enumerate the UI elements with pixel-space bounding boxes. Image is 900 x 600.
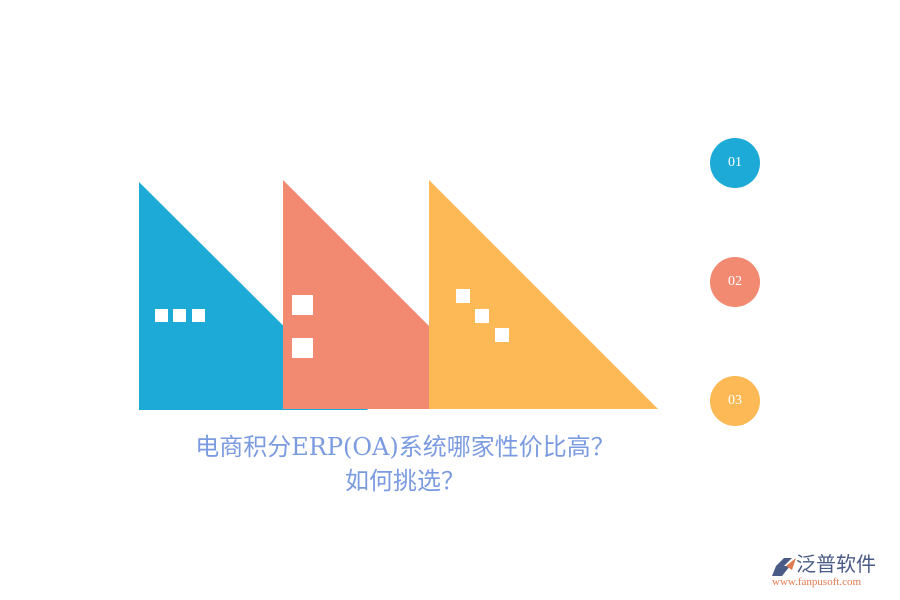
square xyxy=(192,309,205,322)
logo: 泛普软件 www.fanpusoft.com xyxy=(768,552,893,588)
step-02-circle: 02 xyxy=(710,257,760,307)
square xyxy=(292,338,313,358)
title-line-2: 如何挑选？ xyxy=(345,467,465,495)
title-line-1: 电商积分ERP(OA)系统哪家性价比高？ xyxy=(195,433,615,461)
square xyxy=(456,289,470,303)
yellow-triangle xyxy=(429,180,658,409)
square xyxy=(475,309,489,323)
logo-url: www.fanpusoft.com xyxy=(772,576,862,588)
logo-name: 泛普软件 xyxy=(796,552,876,576)
step-01-circle: 01 xyxy=(710,138,760,188)
page-title: 电商积分ERP(OA)系统哪家性价比高？ 如何挑选？ xyxy=(150,430,660,498)
square xyxy=(173,309,186,322)
square xyxy=(155,309,168,322)
step-03-circle: 03 xyxy=(710,376,760,426)
square xyxy=(292,295,313,315)
logo-icon xyxy=(772,558,796,576)
square xyxy=(495,328,509,342)
